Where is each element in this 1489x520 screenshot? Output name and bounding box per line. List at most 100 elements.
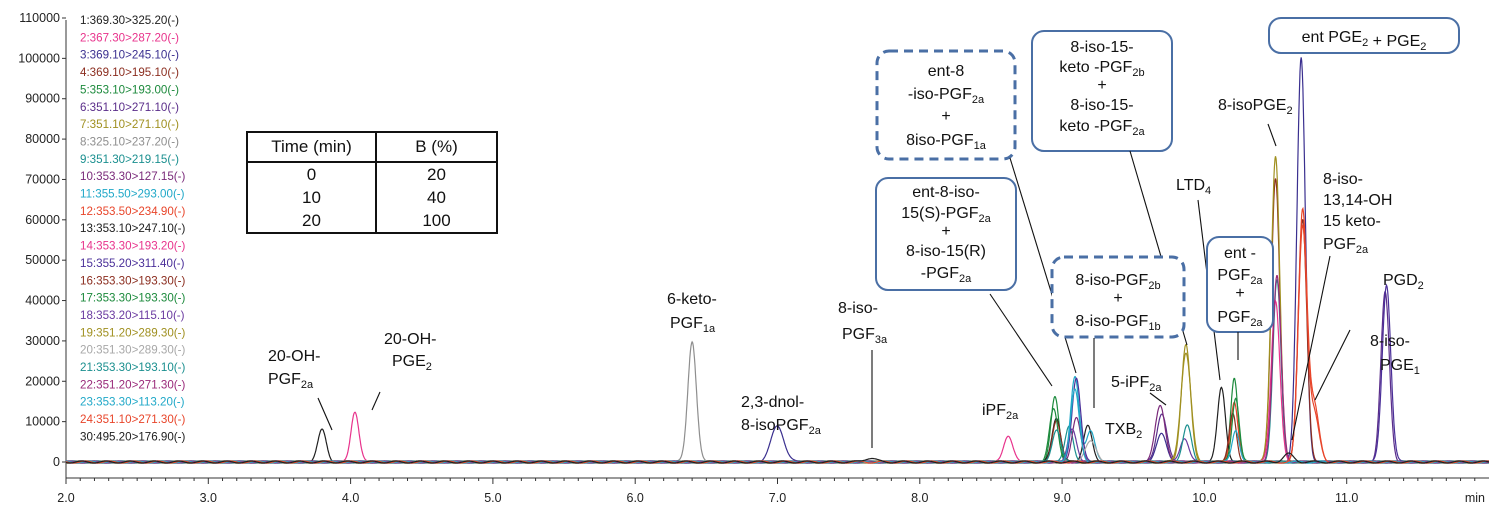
legend-entry: 5:353.10>193.00(-) [80,83,179,96]
peak-label: PGE2 [392,353,432,373]
peak-label: 8-isoPGE2 [1218,97,1293,117]
peak-label: + [1235,285,1244,302]
peak-label: 15 keto- [1323,213,1381,230]
callout-box [1206,236,1274,333]
gradient-cell: 20 [246,209,377,234]
x-tick-label: 2.0 [57,491,74,505]
leader-line [1267,123,1277,147]
leader-line [317,397,333,431]
peak-label: TXB2 [1105,421,1142,441]
x-tick-label: 5.0 [484,491,501,505]
x-tick-label: 7.0 [769,491,786,505]
x-tick-label: 9.0 [1053,491,1070,505]
trace-line [66,404,1489,464]
peak-label: PGD2 [1383,272,1424,292]
peak-label: -PGF2a [921,265,972,285]
y-tick-label: 0 [53,455,60,469]
gradient-cell: 20 [375,162,498,186]
legend-entry: 1:369.30>325.20(-) [80,14,179,27]
peak-label: 15(S)-PGF2a [901,205,991,225]
peak-label: 8-iso- [1323,171,1363,188]
x-tick-label: 8.0 [911,491,928,505]
peak-label: + [1113,290,1122,307]
trace-line [65,428,1489,464]
legend-entry: 13:353.10>247.10(-) [80,222,186,235]
leader-line [1314,329,1351,401]
gradient-row: 0 20 [246,162,498,186]
peak-label: ent - [1224,245,1256,262]
peak-label: ent-8-iso- [912,184,980,201]
y-tick-label: 10000 [25,415,60,429]
peak-label: keto -PGF2a [1059,118,1145,138]
gradient-row: 20 100 [246,209,498,234]
legend-entry: 8:325.10>237.20(-) [80,135,179,148]
gradient-table-header: Time (min) B (%) [246,131,498,163]
gradient-header-time: Time (min) [246,131,377,163]
peak-label: 8-iso- [1370,333,1410,350]
trace-line [65,440,1489,464]
peak-label: keto -PGF2b [1059,59,1144,79]
peak-label: -iso-PGF2a [908,86,985,106]
legend-entry: 3:369.10>245.10(-) [80,49,179,62]
legend-entry: 7:351.10>271.10(-) [80,118,179,131]
leader-line [1291,255,1331,441]
peak-label: PGF2a [1217,267,1263,287]
peak-label: PGE1 [1380,357,1420,377]
legend-entry: 18:353.20>115.10(-) [80,309,185,322]
peak-label: 8-iso- [838,300,878,317]
legend-entry: 20:351.30>289.30(-) [80,344,186,357]
peak-label: + [941,108,950,125]
peak-label: iPF2a [982,402,1019,422]
gradient-row: 10 40 [246,186,498,209]
gradient-cell: 40 [375,186,498,209]
peak-label: 6-keto- [667,291,717,308]
traces-layer [65,57,1489,464]
legend-entry: 4:369.10>195.10(-) [80,66,179,79]
annotations-layer: 20-OH- PGF2a 20-OH- PGE2 6-keto- PGF1a 2,3-dno… [268,17,1460,448]
peak-label: 8-iso-PGF2b [1075,272,1160,292]
legend-entry: 21:353.30>193.10(-) [80,361,186,374]
gradient-table: Time (min) B (%) 0 20 10 40 20 100 [246,131,498,234]
peak-label: ent-8 [928,63,965,80]
peak-label: LTD4 [1176,177,1211,197]
y-tick-label: 30000 [25,334,60,348]
legend-entry: 24:351.10>271.30(-) [80,413,186,426]
y-tick-label: 50000 [25,253,60,267]
y-tick-label: 80000 [25,132,60,146]
leader-line [989,293,1053,387]
x-tick-label: 11.0 [1335,491,1358,505]
y-tick-label: 70000 [25,172,60,186]
legend: 1:369.30>325.20(-) 2:367.30>287.20(-) 3:36… [80,14,186,443]
gradient-cell: 100 [375,209,498,234]
dashed-callout-box [1050,255,1186,339]
legend-entry: 22:351.20>271.30(-) [80,378,186,391]
legend-entry: 15:355.20>311.40(-) [80,257,185,270]
peak-label: + [1097,77,1106,94]
x-axis-unit: min [1465,491,1485,505]
trace-line [65,452,1489,464]
peak-label: 8-iso-15- [1070,39,1133,56]
x-tick-label: 3.0 [200,491,217,505]
leader-line [1149,392,1167,406]
peak-label: PGF3a [842,326,888,346]
peak-label: PGF1a [670,315,716,335]
y-tick-label: 90000 [25,92,60,106]
dashed-callout-box [875,49,1017,161]
legend-entry: 14:353.30>193.20(-) [80,240,186,253]
peak-label: 8-iso-15- [1070,97,1133,114]
gradient-header-b: B (%) [375,131,498,163]
x-tick-label: 10.0 [1192,491,1216,505]
peak-label: 8iso-PGF1a [906,132,987,152]
legend-entry: 30:495.20>176.90(-) [80,430,186,443]
legend-entry: 10:353.30>127.15(-) [80,170,186,183]
gradient-cell: 10 [246,186,377,209]
x-tick-label: 4.0 [342,491,359,505]
trace-line [65,275,1489,464]
y-tick-label: 110000 [19,11,60,25]
y-tick-label: 60000 [25,213,60,227]
y-tick-label: 40000 [25,294,60,308]
peak-label: 8-iso-PGF1b [1075,313,1160,333]
y-tick-label: 20000 [25,374,60,388]
peak-label: PGF2a [1323,236,1369,256]
